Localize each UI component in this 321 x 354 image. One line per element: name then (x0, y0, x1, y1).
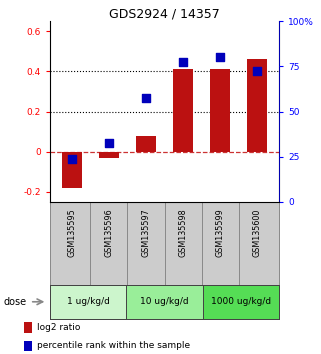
Text: GSM135598: GSM135598 (178, 209, 187, 257)
Point (255, 68, 260, 74)
Text: GSM135595: GSM135595 (67, 209, 76, 257)
Text: GSM135597: GSM135597 (142, 209, 151, 257)
Text: GSM135600: GSM135600 (253, 209, 262, 257)
Text: dose: dose (3, 297, 26, 307)
Point (69, 156, 74, 162)
Bar (203, 285, 279, 319)
Text: percentile rank within the sample: percentile rank within the sample (37, 341, 190, 350)
Point (143, 95, 149, 101)
Text: GSM135596: GSM135596 (104, 209, 114, 257)
Text: 10 ug/kg/d: 10 ug/kg/d (140, 297, 189, 306)
Point (107, 140, 112, 146)
Point (180, 59, 186, 65)
Text: 1000 ug/kg/d: 1000 ug/kg/d (211, 297, 271, 306)
Bar (24, 341, 32, 351)
Text: GSM135599: GSM135599 (215, 209, 225, 257)
Bar (136, 136, 156, 152)
Bar (247, 59, 267, 152)
Text: 1 ug/kg/d: 1 ug/kg/d (66, 297, 109, 306)
Bar (50, 285, 126, 319)
Bar (173, 69, 193, 152)
Bar (24, 322, 32, 333)
Title: GDS2924 / 14357: GDS2924 / 14357 (109, 7, 220, 20)
Bar (62, 152, 82, 188)
Bar (210, 69, 230, 152)
Bar (99, 152, 119, 158)
Text: log2 ratio: log2 ratio (37, 323, 80, 332)
Bar (126, 285, 203, 319)
Point (217, 55, 222, 60)
